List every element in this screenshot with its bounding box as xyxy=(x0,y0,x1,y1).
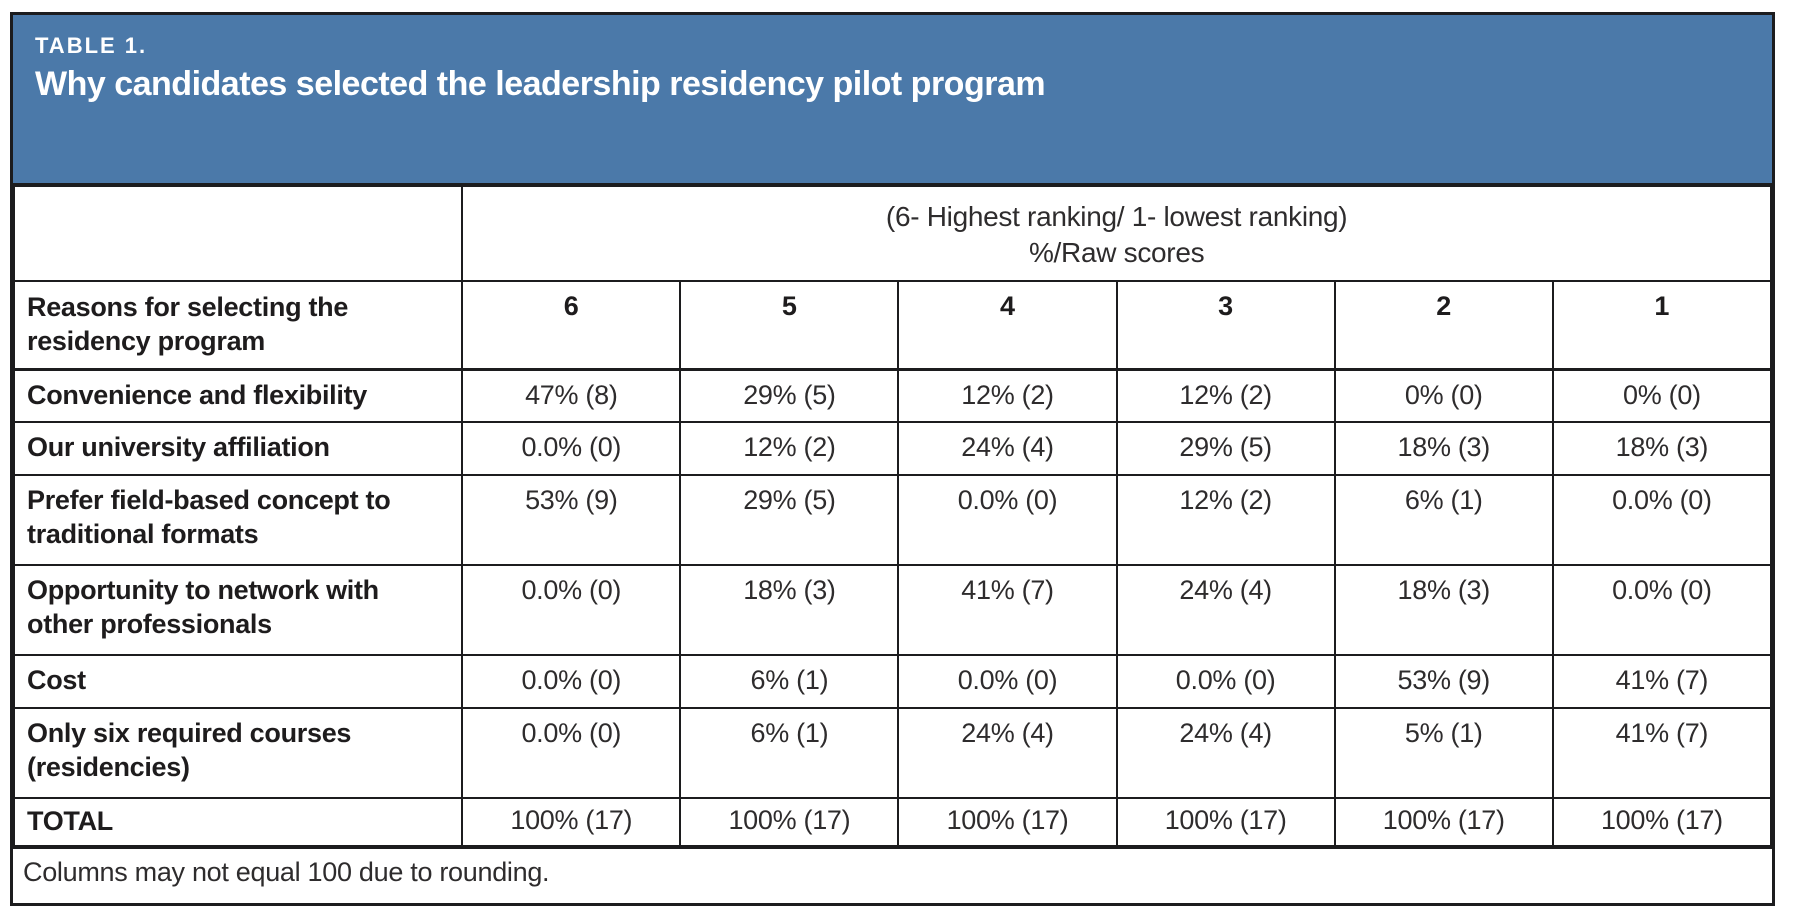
data-cell: 41% (7) xyxy=(1551,707,1773,799)
data-cell: 12% (2) xyxy=(1115,368,1336,423)
data-cell: 12% (2) xyxy=(679,421,900,476)
row-convenience-and-flexibility: Convenience and flexibility 47% (8) 29% … xyxy=(12,368,1773,423)
data-cell: 5% (1) xyxy=(1333,707,1554,799)
data-cell: 6% (1) xyxy=(679,654,900,709)
data-cell: 24% (4) xyxy=(1115,707,1336,799)
column-header-6: 6 xyxy=(461,280,682,371)
data-cell: 0.0% (0) xyxy=(461,421,682,476)
row-label: Opportunity to network with other profes… xyxy=(12,564,464,656)
data-cell: 12% (2) xyxy=(897,368,1118,423)
row-label: Convenience and flexibility xyxy=(12,368,464,423)
row-label: Our university affiliation xyxy=(12,421,464,476)
row-header-label: Reasons for selecting the residency prog… xyxy=(12,280,464,371)
total-cell: 100% (17) xyxy=(897,797,1118,847)
results-table: (6- Highest ranking/ 1- lowest ranking) … xyxy=(12,185,1773,847)
row-our-university-affiliation: Our university affiliation 0.0% (0) 12% … xyxy=(12,421,1773,476)
data-cell: 53% (9) xyxy=(461,474,682,566)
row-cost: Cost 0.0% (0) 6% (1) 0.0% (0) 0.0% (0) 5… xyxy=(12,654,1773,709)
data-cell: 24% (4) xyxy=(897,707,1118,799)
total-cell: 100% (17) xyxy=(1115,797,1336,847)
column-header-row: Reasons for selecting the residency prog… xyxy=(12,280,1773,371)
data-cell: 0.0% (0) xyxy=(897,654,1118,709)
table-title: Why candidates selected the leadership r… xyxy=(35,65,1046,103)
data-cell: 0.0% (0) xyxy=(1115,654,1336,709)
total-cell: 100% (17) xyxy=(1551,797,1773,847)
data-cell: 12% (2) xyxy=(1115,474,1336,566)
column-header-2: 2 xyxy=(1333,280,1554,371)
data-cell: 18% (3) xyxy=(1551,421,1773,476)
column-header-1: 1 xyxy=(1551,280,1773,371)
blank-corner-cell xyxy=(12,185,464,282)
column-header-5: 5 xyxy=(679,280,900,371)
column-header-3: 3 xyxy=(1115,280,1336,371)
data-cell: 0.0% (0) xyxy=(897,474,1118,566)
total-cell: 100% (17) xyxy=(461,797,682,847)
data-cell: 41% (7) xyxy=(897,564,1118,656)
total-cell: 100% (17) xyxy=(679,797,900,847)
ranking-scale-header: (6- Highest ranking/ 1- lowest ranking) … xyxy=(461,185,1772,282)
data-cell: 18% (3) xyxy=(679,564,900,656)
data-cell: 29% (5) xyxy=(679,474,900,566)
data-cell: 6% (1) xyxy=(1333,474,1554,566)
total-cell: 100% (17) xyxy=(1333,797,1554,847)
ranking-scale-row: (6- Highest ranking/ 1- lowest ranking) … xyxy=(12,185,1772,282)
table-1-frame: TABLE 1. Why candidates selected the lea… xyxy=(10,12,1775,906)
data-cell: 0.0% (0) xyxy=(1551,564,1773,656)
row-label: Only six required courses (residencies) xyxy=(12,707,464,799)
data-cell: 41% (7) xyxy=(1551,654,1773,709)
ranking-scale-line2: %/Raw scores xyxy=(1028,237,1205,269)
data-cell: 0.0% (0) xyxy=(461,564,682,656)
total-label: TOTAL xyxy=(12,797,464,847)
data-cell: 0% (0) xyxy=(1333,368,1554,423)
data-cell: 0% (0) xyxy=(1551,368,1773,423)
data-cell: 24% (4) xyxy=(1115,564,1336,656)
data-cell: 29% (5) xyxy=(1115,421,1336,476)
data-cell: 0.0% (0) xyxy=(461,707,682,799)
row-opportunity-to-network: Opportunity to network with other profes… xyxy=(12,564,1773,656)
row-only-six-required-courses: Only six required courses (residencies) … xyxy=(12,707,1773,799)
column-header-4: 4 xyxy=(897,280,1118,371)
data-cell: 18% (3) xyxy=(1333,421,1554,476)
data-cell: 6% (1) xyxy=(679,707,900,799)
data-cell: 18% (3) xyxy=(1333,564,1554,656)
table-header-band: TABLE 1. Why candidates selected the lea… xyxy=(13,15,1772,185)
row-prefer-field-based-concept: Prefer field-based concept to traditiona… xyxy=(12,474,1773,566)
data-cell: 0.0% (0) xyxy=(461,654,682,709)
row-label: Cost xyxy=(12,654,464,709)
row-label: Prefer field-based concept to traditiona… xyxy=(12,474,464,566)
data-cell: 24% (4) xyxy=(897,421,1118,476)
data-cell: 0.0% (0) xyxy=(1551,474,1773,566)
data-cell: 47% (8) xyxy=(461,368,682,423)
data-cell: 53% (9) xyxy=(1333,654,1554,709)
table-number: TABLE 1. xyxy=(35,33,148,58)
table-footnote: Columns may not equal 100 due to roundin… xyxy=(13,847,1772,903)
data-cell: 29% (5) xyxy=(679,368,900,423)
row-total: TOTAL 100% (17) 100% (17) 100% (17) 100%… xyxy=(12,797,1773,847)
ranking-scale-line1: (6- Highest ranking/ 1- lowest ranking) xyxy=(885,201,1348,232)
